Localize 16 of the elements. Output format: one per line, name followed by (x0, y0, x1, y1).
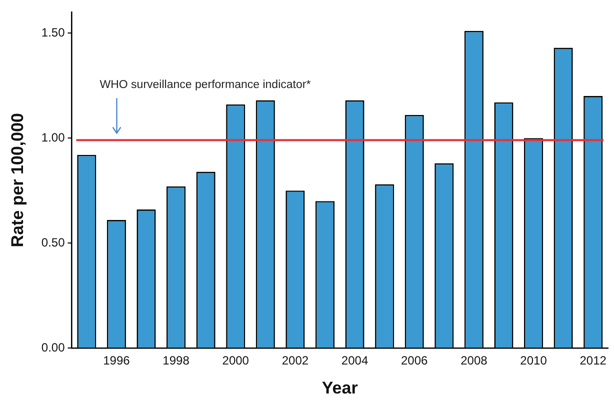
x-tick-label: 1996 (103, 354, 130, 368)
x-tick-label: 2000 (222, 354, 250, 368)
x-tick-label: 2012 (580, 354, 607, 368)
annotation: WHO surveillance performance indicator* (100, 79, 312, 92)
y-tick-label: 0.00 (41, 340, 66, 355)
x-tick-label: 2002 (282, 354, 309, 368)
y-tick-label: 1.50 (41, 25, 66, 40)
x-axis-title: Year (322, 378, 358, 398)
y-tick-label: 1.00 (41, 130, 66, 144)
x-tick-label: 1998 (162, 354, 190, 368)
y-axis-title: Rate per 100,000 (8, 113, 27, 248)
x-tick-label: 2010 (520, 354, 548, 368)
x-tick-label: 2008 (460, 354, 488, 368)
x-tick-label: 2004 (341, 354, 368, 368)
y-tick-label: 0.50 (41, 235, 66, 250)
x-tick-label: 2006 (401, 354, 428, 368)
